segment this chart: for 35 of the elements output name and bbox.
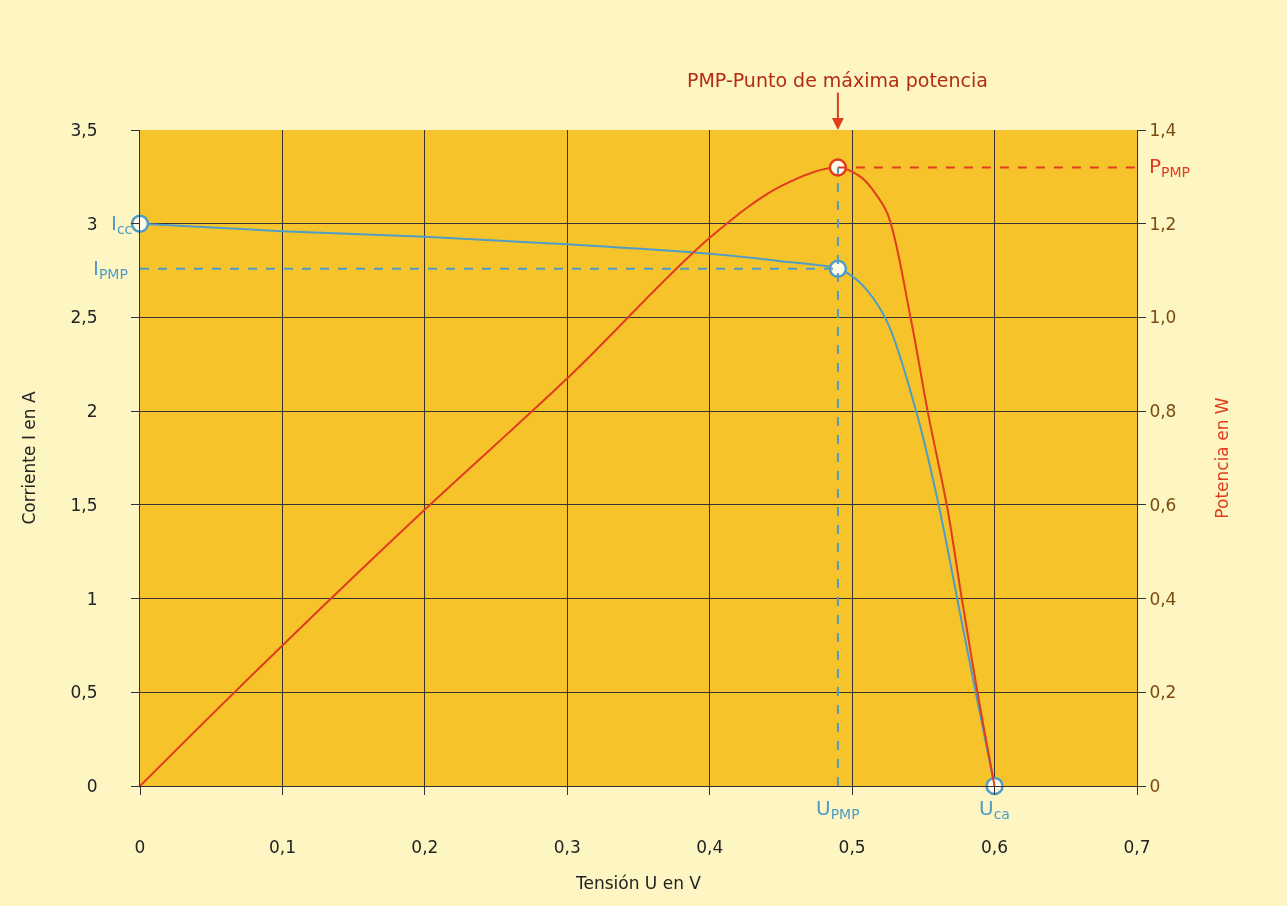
y-tick-label: 1,5 (70, 494, 98, 515)
ref-line-label: U$_{PMP}$ (816, 796, 860, 823)
y2-tick-label: 0,2 (1149, 682, 1177, 703)
y2-tick-label: 1,2 (1149, 213, 1177, 234)
x-tick-label: 0,5 (838, 837, 866, 858)
point (130, 214, 150, 233)
x-axis-title: Tensión U en V (574, 872, 702, 893)
x-tick-label: 0 (134, 837, 146, 858)
x-tick-label: 0,6 (981, 837, 1009, 858)
y-tick-label: 3 (86, 213, 98, 234)
y-tick-label: 1 (86, 588, 98, 609)
x-tick-label: 0,1 (268, 837, 296, 858)
ref-line-label: P$_{PMP}$ (1149, 154, 1191, 181)
annotation: I$_{cc}$ (111, 211, 133, 238)
y-tick-label: 2 (86, 401, 98, 422)
text: PMP-Punto de máxima potencia (687, 69, 988, 91)
x-tick-label: 0,4 (696, 837, 724, 858)
ref-line-label: I$_{PMP}$ (93, 256, 128, 283)
y2-tick-label: 1,0 (1149, 307, 1177, 328)
y-tick-label: 0 (86, 775, 98, 796)
y-tick-label: 3,5 (70, 119, 98, 140)
y2-tick-label: 0,4 (1149, 588, 1177, 609)
annotation: U$_{ca}$ (979, 796, 1010, 823)
x-tick-label: 0,2 (411, 837, 439, 858)
y-axis-title: Corriente I en A (19, 391, 40, 525)
y2-tick-label: 0,8 (1149, 401, 1177, 422)
y-tick-label: 2,5 (70, 307, 98, 328)
y2-axis-title: Potencia en W (1211, 397, 1232, 519)
point (828, 259, 848, 278)
x-tick-label: 0,7 (1123, 837, 1151, 858)
y2-tick-label: 0,6 (1149, 494, 1177, 515)
x-tick-label: 0,3 (553, 837, 581, 858)
y2-tick-label: 1,4 (1149, 119, 1177, 140)
y2-tick-label: 0 (1149, 775, 1161, 796)
y-tick-label: 0,5 (70, 682, 98, 703)
